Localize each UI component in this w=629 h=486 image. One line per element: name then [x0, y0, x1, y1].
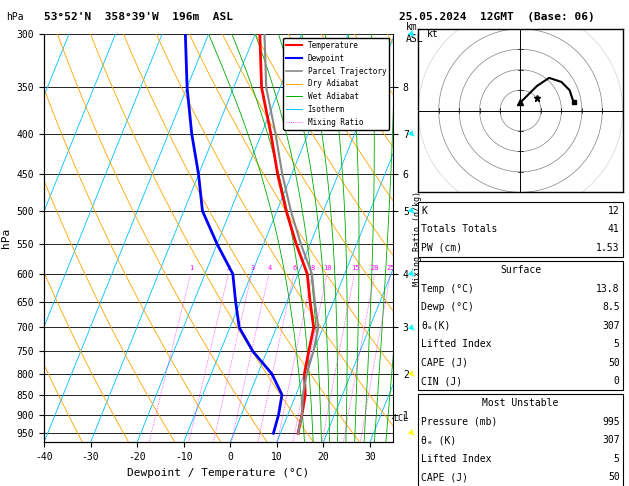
Text: Temp (°C): Temp (°C)	[421, 284, 474, 294]
Text: 6: 6	[292, 265, 297, 271]
Text: CAPE (J): CAPE (J)	[421, 472, 469, 482]
Text: ▶: ▶	[406, 322, 418, 333]
Text: 2: 2	[227, 265, 231, 271]
Text: 10: 10	[323, 265, 332, 271]
Text: Totals Totals: Totals Totals	[421, 225, 498, 234]
Text: θₑ(K): θₑ(K)	[421, 321, 451, 330]
Text: ▶: ▶	[406, 29, 418, 39]
Text: 41: 41	[608, 225, 620, 234]
Text: ▶: ▶	[406, 368, 418, 379]
Text: K: K	[421, 206, 427, 216]
Text: Lifted Index: Lifted Index	[421, 454, 492, 464]
Text: ▶: ▶	[406, 128, 418, 139]
Text: 25.05.2024  12GMT  (Base: 06): 25.05.2024 12GMT (Base: 06)	[399, 12, 595, 22]
Text: 8.5: 8.5	[602, 302, 620, 312]
Text: kt: kt	[426, 29, 438, 39]
Text: 12: 12	[608, 206, 620, 216]
Y-axis label: hPa: hPa	[1, 228, 11, 248]
Text: 1: 1	[189, 265, 194, 271]
Text: Surface: Surface	[500, 265, 541, 275]
Text: 3: 3	[250, 265, 255, 271]
Text: 307: 307	[602, 435, 620, 445]
Text: 25: 25	[387, 265, 395, 271]
Text: 15: 15	[351, 265, 359, 271]
Text: 0: 0	[614, 376, 620, 386]
Text: PW (cm): PW (cm)	[421, 243, 462, 253]
Text: ▶: ▶	[406, 269, 418, 279]
Text: hPa: hPa	[6, 12, 24, 22]
Text: θₑ (K): θₑ (K)	[421, 435, 457, 445]
Legend: Temperature, Dewpoint, Parcel Trajectory, Dry Adiabat, Wet Adiabat, Isotherm, Mi: Temperature, Dewpoint, Parcel Trajectory…	[283, 38, 389, 130]
Text: © weatheronline.co.uk: © weatheronline.co.uk	[468, 468, 573, 477]
Text: ▶: ▶	[406, 206, 418, 216]
Text: km: km	[406, 22, 418, 32]
Text: Dewp (°C): Dewp (°C)	[421, 302, 474, 312]
Text: 53°52'N  358°39'W  196m  ASL: 53°52'N 358°39'W 196m ASL	[44, 12, 233, 22]
Text: 50: 50	[608, 472, 620, 482]
Text: 995: 995	[602, 417, 620, 427]
Text: 5: 5	[614, 339, 620, 349]
Text: Mixing Ratio (g/kg): Mixing Ratio (g/kg)	[413, 191, 422, 286]
Text: CIN (J): CIN (J)	[421, 376, 462, 386]
Text: Lifted Index: Lifted Index	[421, 339, 492, 349]
Text: ASL: ASL	[406, 34, 423, 44]
Text: CAPE (J): CAPE (J)	[421, 358, 469, 367]
Text: ▶: ▶	[406, 428, 418, 439]
Text: Most Unstable: Most Unstable	[482, 399, 559, 408]
Text: Pressure (mb): Pressure (mb)	[421, 417, 498, 427]
Text: 1.53: 1.53	[596, 243, 620, 253]
Text: 8: 8	[311, 265, 315, 271]
Text: 13.8: 13.8	[596, 284, 620, 294]
Text: 4: 4	[267, 265, 272, 271]
X-axis label: Dewpoint / Temperature (°C): Dewpoint / Temperature (°C)	[128, 468, 309, 478]
Text: LCL: LCL	[394, 414, 408, 423]
Text: 307: 307	[602, 321, 620, 330]
Text: 50: 50	[608, 358, 620, 367]
Text: 20: 20	[371, 265, 379, 271]
Text: 5: 5	[614, 454, 620, 464]
